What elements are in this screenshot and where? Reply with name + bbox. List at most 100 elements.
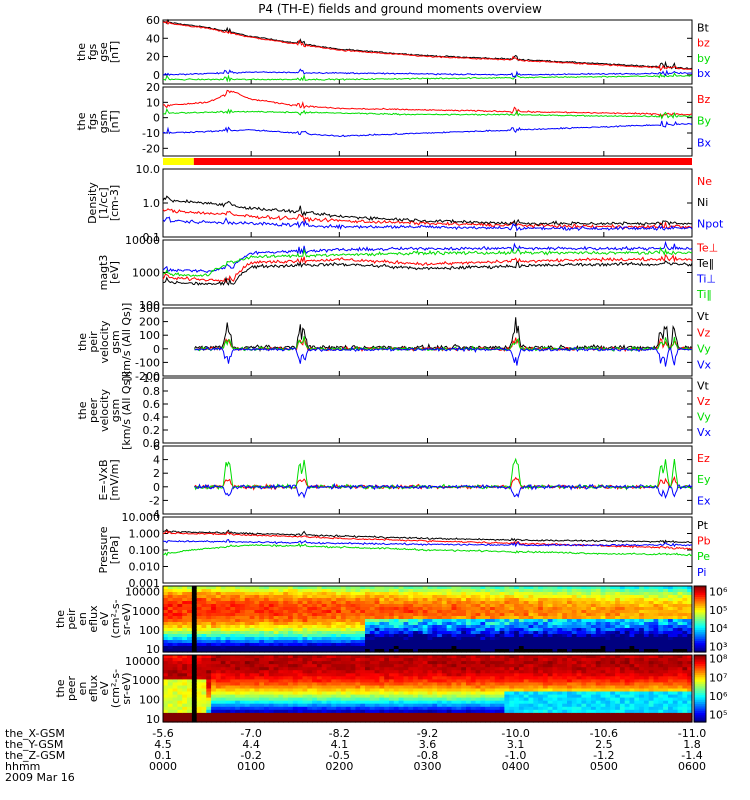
spectrogram-cell: [297, 622, 304, 626]
spectrogram-cell: [533, 712, 539, 717]
spectrogram-cell: [552, 715, 558, 720]
spectrogram-cell: [389, 712, 395, 717]
spectrogram-cell: [326, 700, 332, 705]
spectrogram-cell: [393, 646, 400, 650]
spectrogram-cell: [619, 601, 626, 605]
spectrogram-cell: [331, 619, 337, 623]
spectrogram-cell: [393, 631, 400, 635]
spectrogram-cell: [220, 601, 227, 605]
spectrogram-cell: [408, 667, 414, 671]
spectrogram-cell: [668, 616, 674, 620]
spectrogram-cell: [201, 616, 207, 620]
spectrogram-cell: [514, 604, 520, 608]
spectrogram-cell: [187, 631, 193, 635]
spectrogram-cell: [480, 691, 486, 696]
spectrogram-cell: [321, 649, 328, 653]
spectrogram-cell: [422, 601, 429, 605]
spectrogram-cell: [682, 616, 688, 620]
spectrogram-cell: [408, 625, 414, 629]
spectrogram-cell: [172, 676, 178, 680]
spectrogram-cell: [547, 625, 554, 629]
spectrogram-cell: [331, 613, 337, 617]
spectrogram-cell: [403, 703, 409, 708]
spectrogram-cell: [591, 700, 597, 705]
spectrogram-cell: [514, 719, 520, 723]
spectrogram-cell: [528, 658, 534, 662]
spectrogram-cell: [490, 610, 496, 614]
spectrogram-cell: [273, 607, 279, 611]
spectrogram-cell: [456, 613, 462, 617]
spectrogram-cell: [677, 625, 683, 629]
spectrogram-cell: [201, 709, 207, 714]
spectrogram-cell: [466, 719, 472, 723]
spectrogram-cell: [562, 631, 568, 635]
spectrogram-cell: [177, 667, 183, 671]
spectrogram-cell: [235, 631, 241, 635]
spectrogram-cell: [201, 640, 207, 644]
spectrogram-cell: [235, 607, 241, 611]
legend-p7-Ex: Ex: [697, 494, 711, 507]
spectrogram-cell: [278, 625, 284, 629]
spectrogram-cell: [191, 610, 198, 614]
spectrogram-cell: [470, 619, 477, 623]
spectrogram-cell: [379, 637, 385, 641]
spectrogram-cell: [538, 688, 544, 693]
spectrogram-cell: [206, 694, 212, 699]
spectrogram-cell: [196, 622, 203, 626]
spectrogram-cell: [321, 622, 328, 626]
spectrogram-cell: [542, 634, 549, 638]
spectrogram-cell: [663, 637, 669, 641]
spectrogram-cell: [595, 598, 602, 602]
spectrogram-cell: [389, 592, 395, 596]
spectrogram-cell: [225, 634, 231, 638]
spectrogram-cell: [417, 655, 424, 659]
spectrogram-cell: [485, 694, 491, 699]
spectrogram-cell: [215, 667, 222, 671]
series-line-p8-Pe: [162, 542, 693, 557]
spectrogram-cell: [172, 664, 178, 668]
spectrogram-cell: [514, 589, 520, 593]
spectrogram-cell: [365, 640, 371, 644]
spectrogram-cell: [509, 604, 515, 608]
spectrogram-cell: [297, 637, 304, 641]
spectrogram-cell: [365, 664, 371, 668]
spectrogram-cell: [340, 637, 347, 641]
spectrogram-cell: [312, 700, 318, 705]
spectrogram-cell: [557, 655, 563, 659]
spectrogram-cell: [533, 691, 539, 696]
spectrogram-cell: [288, 586, 294, 590]
spectrogram-cell: [528, 622, 534, 626]
spectrogram-cell: [355, 682, 361, 686]
spectrogram-cell: [191, 667, 198, 671]
spectrogram-cell: [292, 706, 299, 711]
spectrogram-cell: [643, 595, 650, 599]
spectrogram-cell: [461, 589, 467, 593]
spectrogram-cell: [581, 700, 587, 705]
spectrogram-cell: [600, 613, 606, 617]
spectrogram-cell: [648, 613, 655, 617]
spectrogram-cell: [350, 719, 356, 723]
spectrogram-cell: [581, 715, 587, 720]
spectrogram-cell: [369, 670, 376, 674]
spectrogram-cell: [610, 622, 616, 626]
spectrogram-cell: [230, 589, 236, 593]
spectrogram-cell: [466, 694, 472, 699]
spectrogram-cell: [215, 658, 222, 662]
spectrogram-cell: [191, 688, 198, 693]
spectrogram-cell: [403, 622, 409, 626]
spectrogram-cell: [668, 607, 674, 611]
spectrogram-cell: [177, 592, 183, 596]
spectrogram-cell: [389, 616, 395, 620]
spectrogram-cell: [668, 646, 674, 650]
spectrogram-cell: [610, 664, 616, 668]
spectrogram-cell: [456, 679, 462, 683]
spectrogram-cell: [490, 598, 496, 602]
spectrogram-cell: [259, 719, 265, 723]
spectrogram-cell: [393, 586, 400, 590]
spectrogram-cell: [187, 607, 193, 611]
spectrogram-cell: [668, 631, 674, 635]
spectrogram-cell: [350, 619, 356, 623]
spectrogram-cell: [509, 688, 515, 693]
spectrogram-cell: [345, 646, 352, 650]
spectrogram-cell: [499, 607, 505, 611]
